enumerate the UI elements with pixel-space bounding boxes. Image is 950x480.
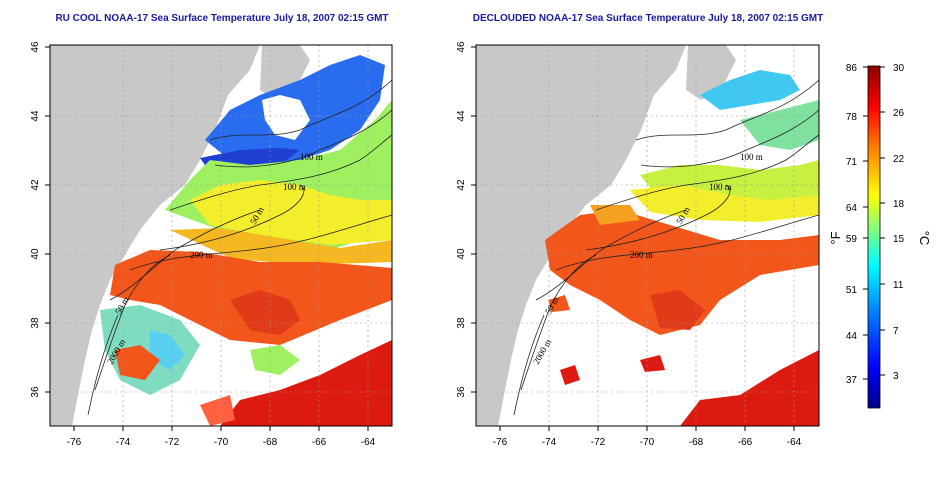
map-right-title: DECLOUDED NOAA-17 Sea Surface Temperatur… [473,13,824,24]
y-tick-label: 40 [456,248,467,260]
x-tick-label: -66 [738,437,753,448]
celsius-tick: 15 [893,234,905,245]
x-tick-label: -64 [787,437,802,448]
y-tick-label: 38 [30,317,41,329]
y-tick-label: 38 [456,317,467,329]
celsius-tick: 18 [893,199,905,210]
fahrenheit-tick: 86 [846,63,858,74]
contour-label: 100 m [300,152,323,162]
celsius-tick: 22 [893,154,905,165]
map-right: DECLOUDED NOAA-17 Sea Surface Temperatur… [456,13,823,448]
colorbar-gradient [867,65,881,409]
y-tick-label: 40 [30,248,41,260]
x-tick-label: -64 [361,437,376,448]
x-tick-label: -70 [214,437,229,448]
celsius-tick: 30 [893,63,905,74]
x-tick-label: -74 [542,437,557,448]
y-tick-label: 44 [30,110,41,122]
colorbar: 86 78 71 64 59 51 44 37 30 26 22 18 15 1… [828,63,932,409]
fahrenheit-tick: 78 [846,112,858,123]
y-tick-label: 36 [30,386,41,398]
celsius-tick: 11 [893,280,904,291]
map-left-field [50,45,392,426]
y-tick-label: 36 [456,386,467,398]
contour-label: 100 m [740,152,763,162]
x-tick-label: -74 [116,437,131,448]
celsius-tick: 26 [893,108,905,119]
fahrenheit-tick: 44 [846,331,858,342]
fahrenheit-tick: 59 [846,234,858,245]
x-tick-label: -72 [165,437,180,448]
x-tick-label: -72 [591,437,606,448]
x-tick-label: -68 [689,437,704,448]
x-tick-label: -76 [67,437,82,448]
contour-label: 100 m [709,182,732,192]
map-left-title: RU COOL NOAA-17 Sea Surface Temperature … [55,13,388,24]
contour-label: 200 m [630,250,653,260]
y-tick-label: 42 [456,179,467,191]
x-tick-label: -68 [263,437,278,448]
y-tick-label: 46 [30,41,41,53]
x-tick-label: -76 [493,437,508,448]
celsius-unit: °C [917,231,932,246]
land-mass [476,45,686,426]
x-tick-label: -70 [640,437,655,448]
y-tick-label: 44 [456,110,467,122]
fahrenheit-unit: °F [828,231,843,244]
contour-label: 100 m [283,182,306,192]
contour-label: 200 m [190,250,213,260]
map-right-field [476,45,819,426]
fahrenheit-tick: 71 [846,157,858,168]
y-tick-label: 42 [30,179,41,191]
fahrenheit-tick: 37 [846,375,858,386]
fahrenheit-tick: 51 [846,285,858,296]
map-left: RU COOL NOAA-17 Sea Surface Temperature … [30,13,393,448]
x-tick-label: -66 [312,437,327,448]
celsius-tick: 3 [893,371,899,382]
celsius-tick: 7 [893,326,899,337]
fahrenheit-tick: 64 [846,203,858,214]
y-tick-label: 46 [456,41,467,53]
